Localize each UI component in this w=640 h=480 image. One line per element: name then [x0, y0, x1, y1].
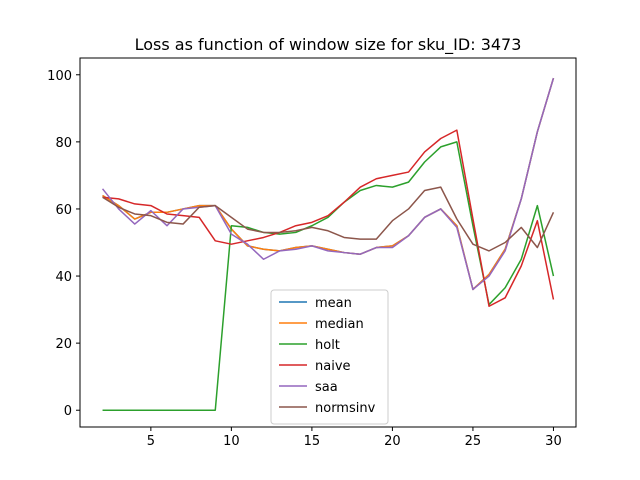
y-tick-label: 60 [55, 203, 72, 218]
x-tick-label: 5 [147, 434, 155, 449]
y-tick-label: 80 [55, 136, 72, 151]
legend-label-normsinv: normsinv [315, 401, 376, 416]
x-tick-label: 15 [304, 434, 321, 449]
legend: mean median holt naive saa normsinv [270, 289, 389, 425]
series-line-saa [101, 77, 555, 291]
chart-title: Loss as function of window size for sku_… [135, 35, 522, 55]
legend-label-holt: holt [315, 338, 340, 353]
x-tick-label: 25 [465, 434, 482, 449]
x-tick-label: 10 [223, 434, 240, 449]
legend-label-median: median [315, 317, 364, 332]
x-axis: 5 10 15 20 25 30 [147, 427, 562, 449]
legend-label-saa: saa [315, 380, 338, 395]
axes-frame [79, 57, 577, 428]
legend-label-naive: naive [315, 359, 351, 374]
y-tick-label: 40 [55, 270, 72, 285]
x-tick-label: 30 [545, 434, 562, 449]
series-layer [101, 77, 555, 411]
y-axis: 0 20 40 60 80 100 [47, 69, 80, 419]
legend-label-mean: mean [315, 296, 352, 311]
y-tick-label: 0 [64, 404, 72, 419]
series-line-normsinv [102, 186, 555, 252]
y-tick-label: 100 [47, 69, 72, 84]
x-tick-label: 20 [384, 434, 401, 449]
y-tick-label: 20 [55, 337, 72, 352]
